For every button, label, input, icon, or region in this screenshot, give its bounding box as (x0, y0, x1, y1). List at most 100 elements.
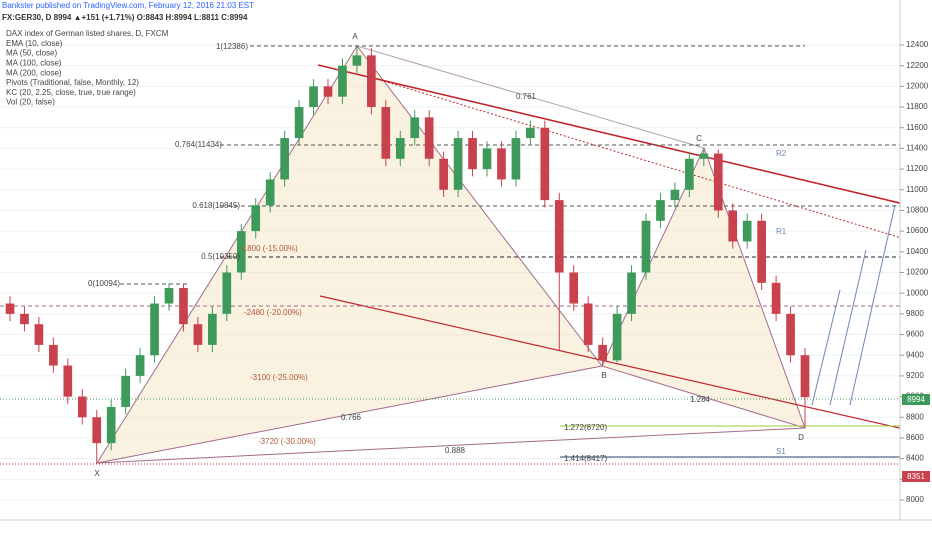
projection-arrows (811, 204, 896, 406)
fib-label: 0.5(10350) (201, 252, 240, 261)
fib-label: 1.414(8417) (564, 454, 607, 463)
xd-line (96, 427, 806, 464)
candle-body (135, 355, 145, 376)
candle-body (20, 313, 29, 325)
candle-body (526, 127, 535, 139)
drop-label: -2480 (-20.00%) (244, 308, 302, 317)
legend-entry: KC (20, 2.25, close, true, true range) (6, 88, 136, 97)
candle-body (598, 344, 607, 361)
legend: DAX index of German listed shares, D, FX… (6, 29, 169, 107)
legend-entry: Vol (20, false) (6, 98, 55, 107)
candle-body (641, 220, 651, 273)
candle-body (771, 282, 781, 314)
point-label: A (352, 32, 358, 41)
candle-body (121, 375, 130, 407)
fib-label: 1(12386) (216, 42, 248, 51)
candle-body (150, 303, 159, 356)
candle-body (670, 189, 680, 201)
drop-label: -3100 (-25.00%) (250, 373, 308, 382)
candle-body (164, 288, 174, 304)
drop-label: -1800 (-15.00%) (240, 244, 298, 253)
candle-body (280, 138, 289, 180)
bcd-triangle (601, 146, 806, 429)
candle-body (627, 272, 636, 314)
drop-label: -3720 (-30.00%) (258, 437, 316, 446)
candle-body (511, 138, 521, 180)
price-tag-label: 8351 (907, 472, 925, 481)
y-tick-label: 10200 (906, 268, 929, 277)
candle-body (685, 158, 694, 190)
candle-body (786, 313, 795, 356)
pivot-label: R2 (776, 149, 787, 158)
candle-body (468, 138, 477, 170)
candle-body (367, 55, 376, 108)
y-tick-label: 12200 (906, 61, 929, 70)
annotations: X A B C D 0.761 1.284 0.766 0.888 1(1238… (88, 32, 930, 482)
price-tag (902, 471, 930, 482)
y-tick-label: 12400 (906, 40, 929, 49)
candle-body (92, 417, 102, 444)
candle-body (49, 344, 58, 366)
ratio-label: 0.888 (445, 446, 466, 455)
ratio-label: 0.766 (341, 413, 362, 422)
candle-body (540, 127, 550, 201)
candle-body (497, 148, 506, 180)
publisher: Bankster published on TradingView.com, F… (2, 1, 254, 10)
candle-body (265, 179, 275, 206)
candle-body (34, 324, 44, 345)
ratio-label: 0.761 (516, 92, 537, 101)
candle-body (338, 65, 347, 97)
price-tag (902, 394, 930, 405)
candle-body (699, 153, 709, 159)
fib-label: 0(10094) (88, 279, 120, 288)
point-label: D (798, 433, 804, 442)
candle-body (800, 355, 810, 398)
candle-body (410, 117, 420, 139)
fib-label: 0.618(10845) (192, 201, 240, 210)
arrow (811, 289, 841, 406)
candle-body (757, 220, 766, 283)
candle-body (424, 117, 434, 159)
legend-entry: Pivots (Traditional, false, Monthly, 12) (6, 78, 139, 87)
candle-body (294, 107, 304, 139)
arrow (829, 249, 867, 406)
pivot-label: R1 (776, 227, 787, 236)
candle-body (742, 220, 752, 242)
candles (5, 46, 810, 464)
candle-body (77, 396, 87, 418)
y-tick-label: 8000 (906, 495, 924, 504)
candle-body (439, 158, 448, 190)
ratio-label: 1.284 (690, 395, 711, 404)
candle-body (728, 210, 738, 242)
trend-line (317, 64, 909, 206)
y-tick-label: 10000 (906, 288, 929, 297)
y-tick-label: 9600 (906, 330, 924, 339)
candle-body (193, 324, 203, 345)
y-tick-label: 9400 (906, 350, 924, 359)
y-tick-label: 11000 (906, 185, 928, 194)
trend-line (319, 295, 909, 431)
arrow (849, 204, 896, 406)
candle-body (569, 272, 579, 304)
y-tick-label: 9200 (906, 371, 924, 380)
y-tick-label: 12000 (906, 81, 929, 90)
candle-body (583, 303, 593, 345)
candle-body (236, 231, 246, 273)
candle-body (309, 86, 318, 108)
candle-body (352, 55, 362, 66)
y-tick-label: 10800 (906, 206, 929, 215)
point-label: B (601, 371, 606, 380)
fib-label: 1.272(8720) (564, 423, 607, 432)
quote: FX:GER30, D 8994 ▲+151 (+1.71%) O:8843 H… (2, 13, 248, 22)
candle-body (5, 303, 15, 314)
candle-body (179, 288, 188, 325)
legend-entry: MA (100, close) (6, 59, 62, 68)
legend-entry: DAX index of German listed shares, D, FX… (6, 29, 169, 38)
candle-body (208, 313, 217, 345)
candle-body (554, 200, 564, 273)
candle-body (395, 138, 405, 159)
y-tick-label: 8600 (906, 433, 924, 442)
pivot-label: S1 (776, 447, 786, 456)
fib-label: 0.764(11434) (175, 140, 222, 149)
